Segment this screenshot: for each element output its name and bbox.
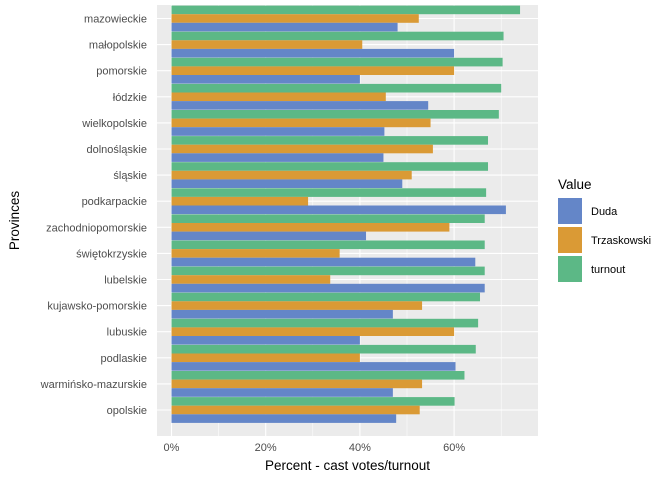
bar-trzaskowski	[171, 249, 340, 258]
bars	[171, 5, 521, 423]
bar-duda	[171, 336, 360, 345]
bar-turnout	[171, 397, 455, 406]
bar-duda	[171, 257, 476, 267]
bar-turnout	[171, 292, 481, 302]
bar-turnout	[171, 136, 489, 145]
bar-trzaskowski	[171, 92, 386, 102]
y-tick-label: łódzkie	[113, 92, 147, 104]
bar-trzaskowski	[171, 301, 423, 310]
bar-duda	[171, 414, 397, 423]
bar-duda	[171, 205, 506, 215]
bar-turnout	[171, 188, 487, 197]
y-tick-label: pomorskie	[96, 66, 147, 78]
x-tick-label: 0%	[164, 442, 180, 454]
y-tick-label: warmińsko-mazurskie	[40, 379, 147, 391]
bar-duda	[171, 48, 455, 58]
y-tick-label: kujawsko-pomorskie	[47, 301, 147, 313]
legend: Value Duda Trzaskowski turnout	[558, 177, 651, 282]
x-tick-label: 60%	[443, 442, 465, 454]
y-tick-label: lubelskie	[104, 275, 147, 287]
legend-key-trzaskowski	[558, 227, 582, 253]
bar-trzaskowski	[171, 223, 450, 232]
bar-turnout	[171, 240, 485, 250]
bar-duda	[171, 22, 398, 32]
bar-trzaskowski	[171, 144, 433, 154]
bar-trzaskowski	[171, 327, 455, 336]
bar-duda	[171, 179, 403, 188]
y-tick-label: opolskie	[107, 405, 147, 417]
bar-duda	[171, 75, 360, 84]
legend-title: Value	[558, 177, 592, 192]
y-tick-labels: mazowieckie małopolskie pomorskie łódzkie wi…	[40, 14, 147, 418]
bar-turnout	[171, 266, 485, 276]
bar-turnout	[171, 31, 504, 41]
bar-duda	[171, 283, 485, 293]
bar-turnout	[171, 83, 502, 93]
y-tick-label: lubuskie	[107, 327, 147, 339]
bar-duda	[171, 127, 385, 136]
bar-turnout	[171, 57, 503, 67]
legend-label: turnout	[591, 264, 625, 276]
bar-trzaskowski	[171, 353, 360, 363]
bar-trzaskowski	[171, 196, 309, 206]
bar-trzaskowski	[171, 118, 431, 128]
bar-duda	[171, 153, 384, 162]
x-tick-label: 20%	[255, 442, 277, 454]
y-tick-label: małopolskie	[89, 40, 147, 52]
y-axis-title: Provinces	[7, 191, 22, 251]
bar-trzaskowski	[171, 379, 423, 389]
bar-duda	[171, 231, 367, 241]
bar-trzaskowski	[171, 66, 455, 75]
bar-duda	[171, 101, 429, 110]
y-tick-label: dolnośląskie	[86, 144, 147, 156]
y-tick-label: śląskie	[113, 170, 147, 182]
x-tick-label: 40%	[349, 442, 371, 454]
y-tick-label: zachodniopomorskie	[46, 222, 147, 234]
bar-duda	[171, 309, 393, 319]
bar-duda	[171, 388, 393, 397]
bar-turnout	[171, 214, 485, 223]
bar-turnout	[171, 371, 465, 380]
y-tick-label: podkarpackie	[82, 196, 147, 208]
y-tick-label: mazowieckie	[84, 14, 147, 26]
bar-trzaskowski	[171, 405, 420, 415]
x-axis-title: Percent - cast votes/turnout	[265, 458, 430, 473]
legend-key-duda	[558, 198, 582, 224]
bar-turnout	[171, 344, 476, 354]
bar-trzaskowski	[171, 275, 331, 284]
x-tick-labels: 0% 20% 40% 60%	[164, 442, 466, 454]
y-tick-label: świętokrzyskie	[76, 248, 147, 260]
bar-turnout	[171, 318, 479, 328]
legend-label: Duda	[591, 206, 618, 218]
y-tick-label: wielkopolskie	[81, 118, 147, 130]
bar-trzaskowski	[171, 170, 412, 180]
bar-duda	[171, 362, 456, 371]
bar-trzaskowski	[171, 14, 419, 23]
bar-turnout	[171, 110, 499, 119]
bar-turnout	[171, 162, 489, 171]
legend-key-turnout	[558, 256, 582, 282]
bar-turnout	[171, 5, 521, 15]
bar-trzaskowski	[171, 40, 363, 49]
legend-label: Trzaskowski	[591, 235, 651, 247]
y-tick-label: podlaskie	[101, 353, 147, 365]
